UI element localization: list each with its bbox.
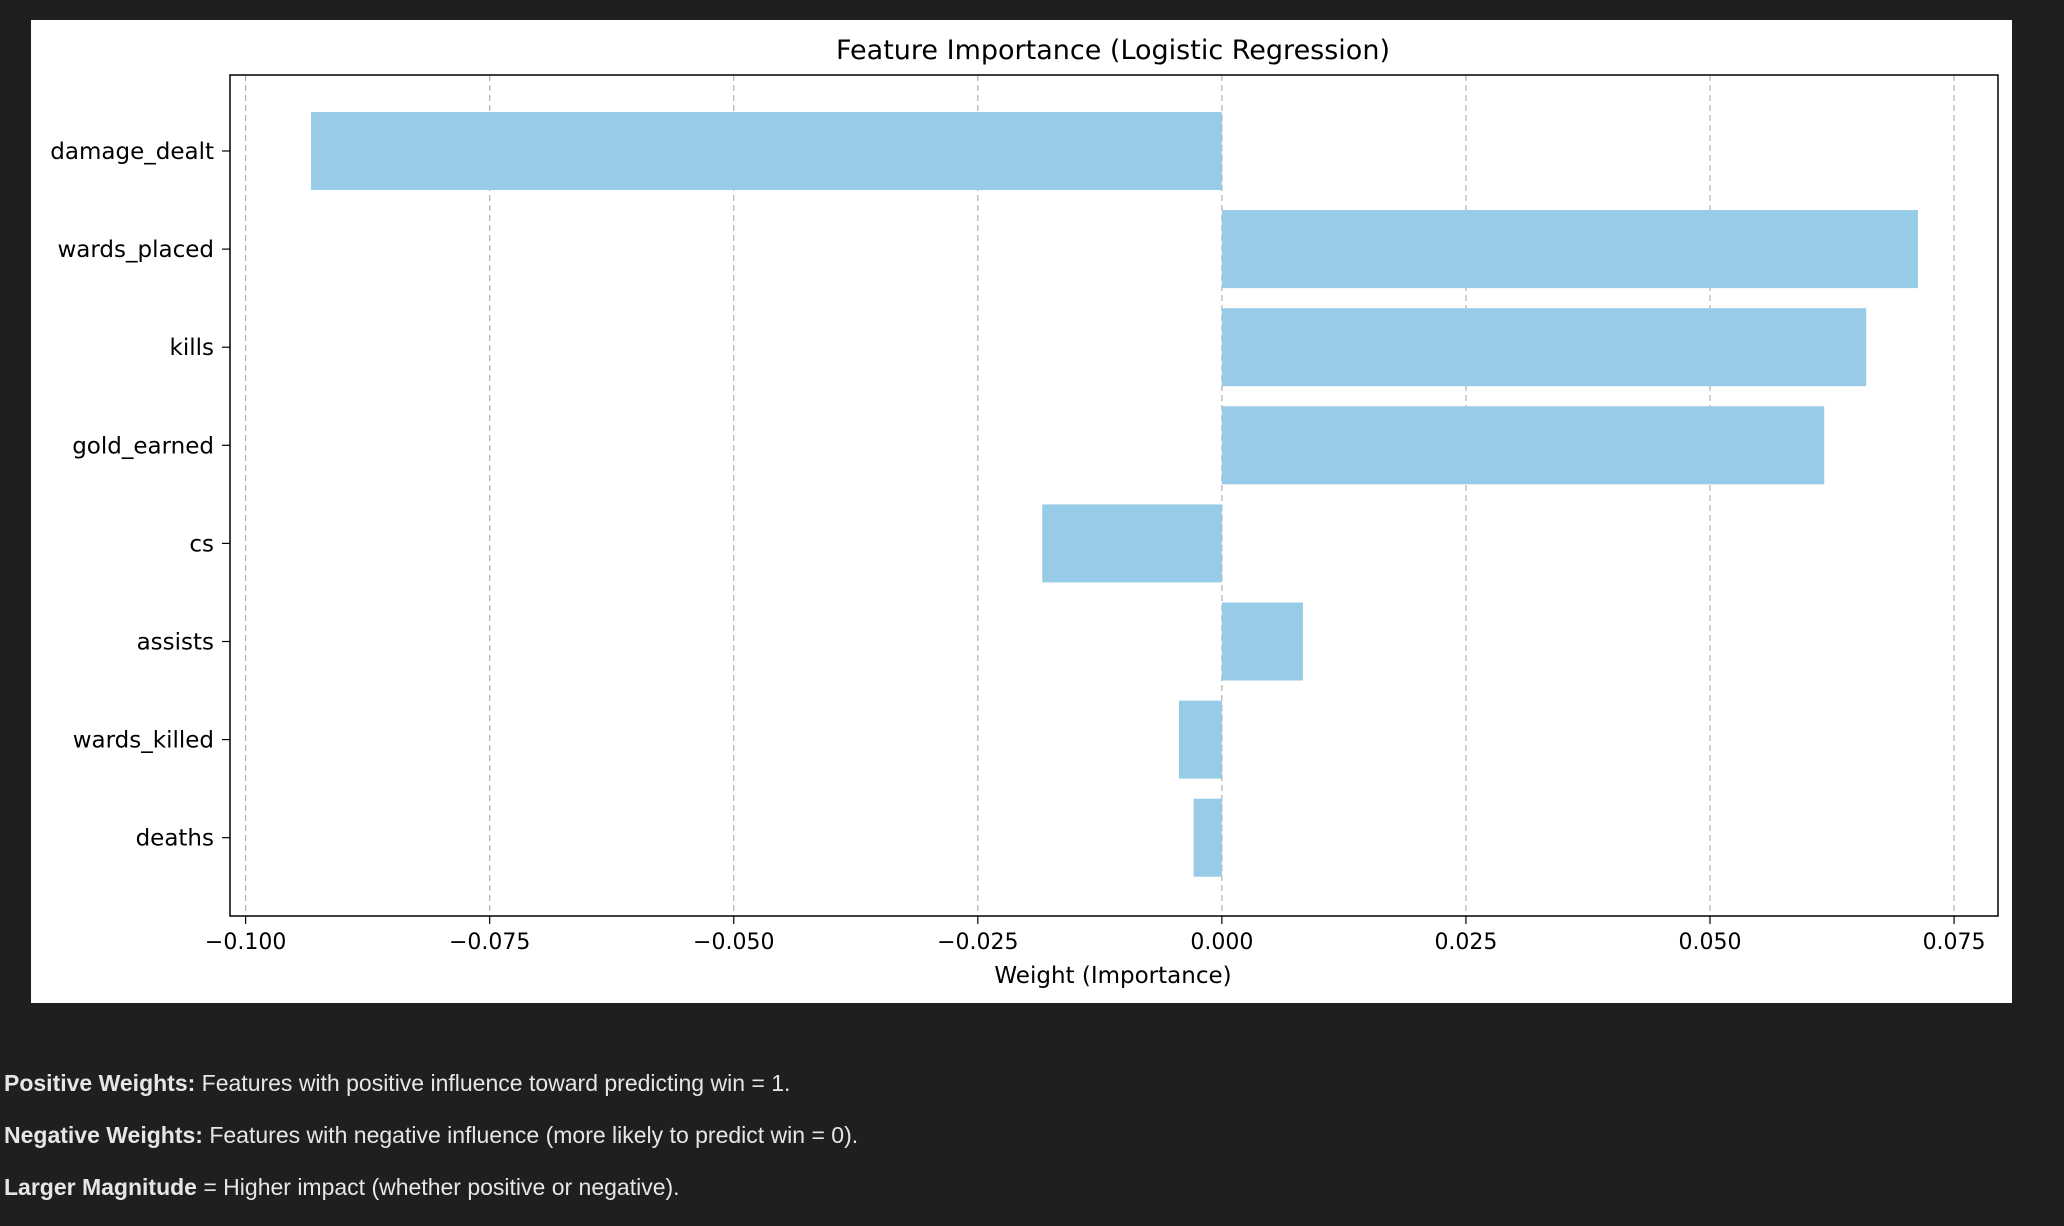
x-tick-label: −0.025: [937, 930, 1018, 955]
note-negative-weights: Negative Weights: Features with negative…: [4, 1122, 858, 1149]
feature-importance-chart: Feature Importance (Logistic Regression)…: [50, 35, 1999, 989]
y-tick-label: damage_dealt: [50, 139, 214, 165]
bar-deaths: [1193, 798, 1222, 877]
y-tick-label: assists: [137, 630, 214, 656]
note-positive-weights: Positive Weights: Features with positive…: [4, 1070, 790, 1097]
chart-figure: Feature Importance (Logistic Regression)…: [31, 20, 2012, 1003]
y-tick-label: wards_killed: [73, 728, 214, 754]
grid-lines: [245, 75, 1955, 916]
y-tick-label: gold_earned: [72, 433, 214, 459]
bars: [311, 112, 1918, 877]
note-larger-magnitude: Larger Magnitude = Higher impact (whethe…: [4, 1174, 680, 1201]
bar-assists: [1221, 602, 1303, 681]
bar-damage_dealt: [311, 112, 1222, 190]
y-tick-label: deaths: [136, 826, 214, 852]
y-tick-label: wards_placed: [57, 237, 214, 263]
x-tick-label: −0.075: [449, 930, 530, 955]
x-tick-label: −0.100: [205, 930, 286, 955]
bar-wards_placed: [1221, 210, 1918, 289]
note-positive-text: Features with positive influence toward …: [195, 1070, 791, 1096]
note-magnitude-text: = Higher impact (whether positive or neg…: [196, 1174, 680, 1200]
bar-kills: [1221, 308, 1867, 387]
bar-wards_killed: [1178, 700, 1222, 779]
x-tick-label: 0.000: [1190, 930, 1253, 955]
note-negative-label: Negative Weights:: [4, 1122, 203, 1148]
y-tick-label: kills: [170, 335, 214, 361]
x-tick-label: −0.050: [693, 930, 774, 955]
note-magnitude-label: Larger Magnitude: [4, 1174, 197, 1200]
x-tick-label: 0.025: [1434, 930, 1497, 955]
bar-cs: [1042, 504, 1222, 583]
x-tick-label: 0.050: [1679, 930, 1742, 955]
y-tick-label: cs: [189, 531, 214, 557]
chart-title: Feature Importance (Logistic Regression): [836, 35, 1390, 66]
x-axis-ticks: −0.100 −0.075 −0.050 −0.025 0.000 0.025 0.050 0…: [205, 916, 1986, 955]
note-positive-label: Positive Weights:: [4, 1070, 196, 1096]
note-negative-text: Features with negative influence (more l…: [202, 1122, 859, 1148]
bar-gold_earned: [1221, 406, 1825, 485]
x-tick-label: 0.075: [1923, 930, 1986, 955]
x-axis-label: Weight (Importance): [994, 963, 1231, 989]
plot-frame: [229, 74, 1999, 917]
